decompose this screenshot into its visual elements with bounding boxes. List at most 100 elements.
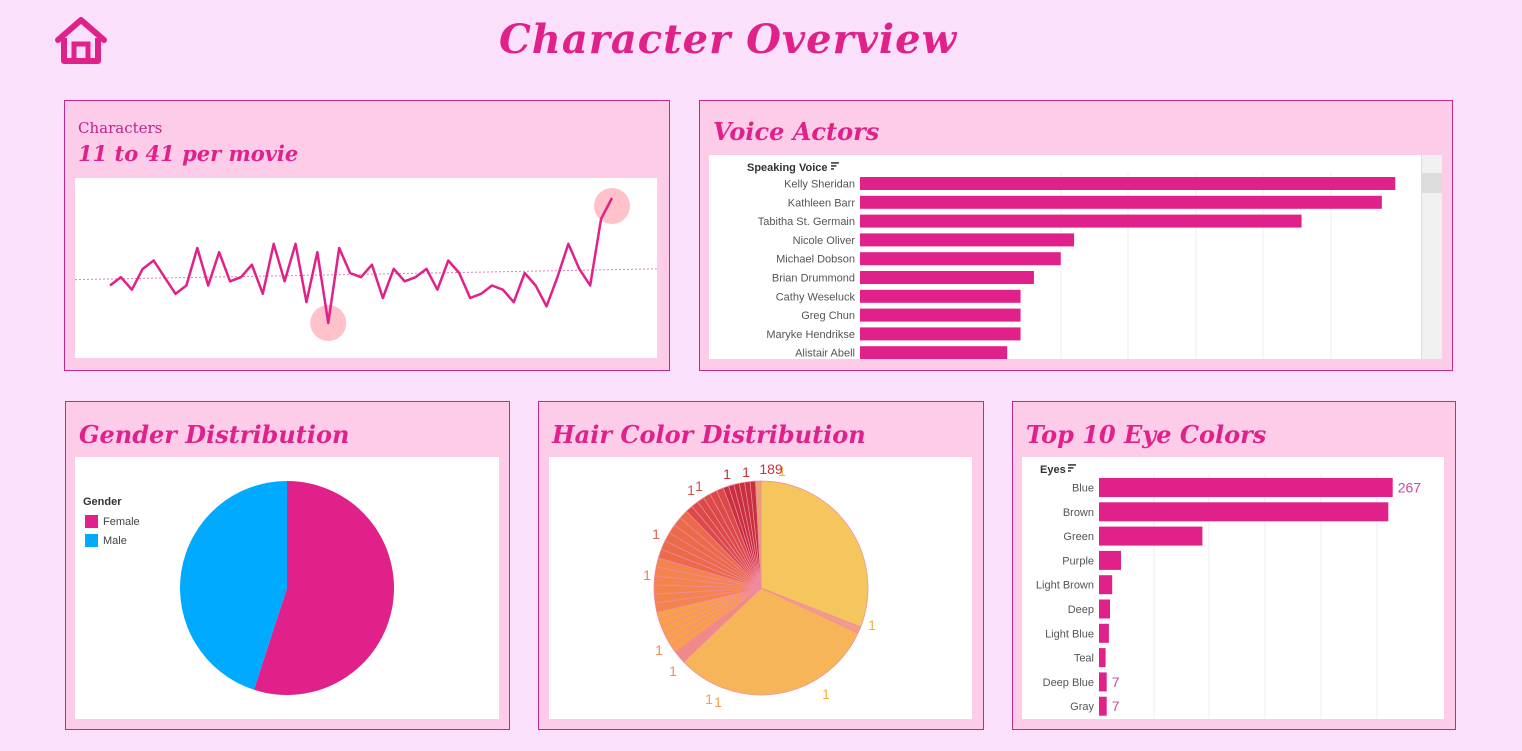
- value-label: 1: [687, 482, 695, 498]
- voice-actors-title: Voice Actors: [713, 117, 880, 146]
- legend-entry: Male: [103, 535, 127, 547]
- legend-swatch: [85, 534, 98, 547]
- sort-icon: [831, 165, 837, 167]
- voice-actors-panel: Voice Actors Speaking Voice Kelly Sherida…: [699, 100, 1453, 371]
- sort-icon: [1068, 470, 1071, 472]
- characters-panel: Characters 11 to 41 per movie: [64, 100, 670, 371]
- category-label: Tabitha St. Germain: [758, 216, 855, 228]
- gender-title: Gender Distribution: [79, 420, 350, 449]
- category-label: Deep: [1068, 604, 1094, 616]
- category-label: Brown: [1063, 507, 1094, 519]
- bar: [860, 289, 1021, 303]
- data-label: 7: [1112, 674, 1120, 690]
- value-label: 1: [778, 463, 786, 479]
- eyes-bar-chart: Eyes Blue 267 Brown Green Purple Light Brown De…: [1036, 464, 1422, 719]
- category-label: Light Brown: [1036, 580, 1094, 592]
- bar: [1099, 550, 1121, 570]
- value-label: 1: [822, 686, 830, 702]
- category-label: Michael Dobson: [776, 254, 855, 266]
- value-label: 1: [669, 663, 677, 679]
- bar: [1099, 599, 1110, 619]
- axis-header: Eyes: [1040, 464, 1066, 476]
- sort-icon: [1068, 467, 1074, 469]
- page-title: Character Overview: [498, 16, 958, 63]
- bar: [1099, 502, 1389, 522]
- value-label: 1: [868, 617, 876, 633]
- characters-line-chart: [74, 188, 658, 341]
- sort-icon: [831, 168, 834, 170]
- bar: [860, 195, 1382, 209]
- data-label: 7: [1112, 698, 1120, 714]
- gender-panel: Gender Distribution Gender Female Male: [65, 401, 510, 730]
- eyes-panel: Top 10 Eye Colors Eyes Blue 267 Brown Green P…: [1012, 401, 1456, 730]
- bar: [860, 271, 1034, 284]
- gender-chart-area: Gender Female Male: [75, 457, 499, 719]
- legend-title: Gender: [83, 496, 122, 508]
- category-label: Kelly Sheridan: [784, 179, 855, 191]
- category-label: Alistair Abell: [795, 348, 855, 359]
- bar: [1099, 648, 1106, 668]
- scrollbar-thumb[interactable]: [1422, 173, 1442, 193]
- value-label: 189: [759, 461, 783, 477]
- characters-chart-area: [74, 178, 658, 358]
- voice-actors-chart-area: Speaking Voice Kelly Sheridan Kathleen Bar…: [709, 155, 1421, 360]
- bar: [1099, 672, 1107, 692]
- category-label: Greg Chun: [801, 310, 855, 322]
- value-label: 1: [652, 526, 660, 542]
- value-label: 1: [723, 466, 731, 482]
- hair-panel: Hair Color Distribution 1 1 1 1 1 1 1 1 1 1 1 1 1 189: [538, 401, 984, 730]
- category-label: Kathleen Barr: [788, 197, 856, 209]
- sort-icon: [1068, 464, 1076, 466]
- category-label: Teal: [1074, 653, 1094, 665]
- sort-icon: [831, 162, 839, 164]
- value-label: 1: [695, 478, 703, 494]
- characters-headline: 11 to 41 per movie: [78, 141, 299, 166]
- hair-title: Hair Color Distribution: [552, 420, 866, 449]
- hair-chart-area: 1 1 1 1 1 1 1 1 1 1 1 1 1 189: [549, 457, 972, 719]
- category-label: Nicole Oliver: [793, 235, 856, 247]
- hair-slice: [683, 587, 859, 696]
- category-label: Gray: [1070, 701, 1094, 713]
- axis-header: Speaking Voice: [747, 162, 828, 174]
- voice-actors-bar-chart: Speaking Voice Kelly Sheridan Kathleen Bar…: [747, 162, 1396, 360]
- category-label: Blue: [1072, 483, 1094, 495]
- category-label: Purple: [1062, 555, 1094, 567]
- category-label: Brian Drummond: [772, 273, 855, 285]
- bar: [860, 214, 1302, 228]
- bar: [860, 233, 1075, 247]
- gender-pie-chart: Gender Female Male: [83, 481, 395, 695]
- category-label: Deep Blue: [1043, 677, 1094, 689]
- value-label: 1: [742, 464, 750, 480]
- eyes-title: Top 10 Eye Colors: [1026, 420, 1267, 449]
- category-label: Light Blue: [1045, 628, 1094, 640]
- bar: [1099, 526, 1203, 546]
- bar: [1099, 575, 1113, 595]
- category-label: Cathy Weseluck: [776, 291, 856, 303]
- data-label: 267: [1398, 480, 1422, 496]
- characters-series-line: [109, 197, 614, 325]
- hair-slice: [760, 480, 869, 628]
- value-label: 1: [655, 642, 663, 658]
- value-label: 1: [714, 694, 722, 710]
- characters-label: Characters: [78, 119, 163, 137]
- bar: [860, 346, 1008, 360]
- slice-male: [180, 481, 287, 690]
- voice-actors-scrollbar[interactable]: [1422, 155, 1442, 359]
- bar: [860, 327, 1021, 341]
- max-point-highlight: [594, 188, 630, 224]
- bar: [1099, 623, 1109, 643]
- legend-entry: Female: [103, 516, 140, 528]
- bar: [860, 252, 1061, 266]
- home-icon[interactable]: [54, 16, 108, 66]
- hair-slice: [755, 480, 762, 589]
- value-label: 1: [705, 691, 713, 707]
- bar: [860, 308, 1021, 322]
- bar: [1099, 478, 1393, 497]
- slice-female: [253, 481, 395, 695]
- bar: [1099, 696, 1107, 716]
- category-label: Maryke Hendrikse: [766, 329, 855, 341]
- category-label: Green: [1063, 531, 1094, 543]
- legend-swatch: [85, 515, 98, 528]
- eyes-chart-area: Eyes Blue 267 Brown Green Purple Light Brown De…: [1022, 457, 1444, 719]
